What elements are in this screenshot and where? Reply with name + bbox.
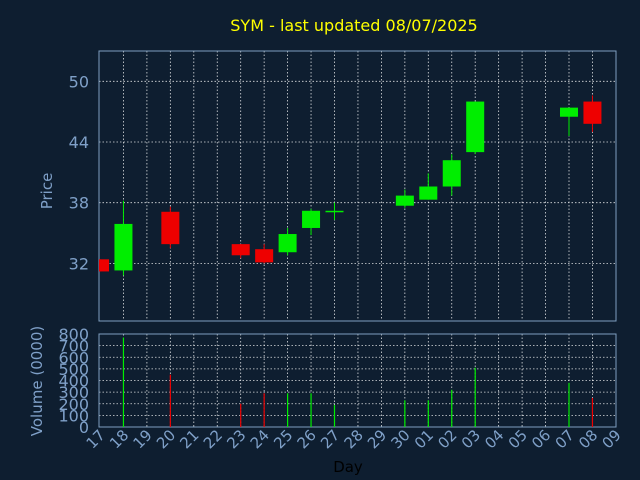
candle-body: [466, 101, 485, 153]
volume-tick-label: 500: [58, 360, 89, 379]
x-tick-label: 18: [106, 426, 132, 452]
volume-tick-label: 200: [58, 395, 89, 414]
x-tick-label: 29: [364, 426, 390, 452]
price-tick-label: 32: [69, 254, 89, 273]
price-tick-label: 44: [69, 133, 89, 152]
volume-tick-label: 600: [58, 348, 89, 367]
candle-body: [302, 210, 321, 228]
x-axis-label: Day: [333, 458, 363, 476]
volume-tick-label: 400: [58, 372, 89, 391]
volume-tick-label: 800: [58, 325, 89, 344]
price-axis-label: Price: [38, 173, 56, 210]
volume-tick-label: 700: [58, 337, 89, 356]
x-tick-label: 06: [528, 426, 554, 452]
candle-body: [560, 107, 578, 117]
price-tick-label: 50: [69, 72, 89, 91]
x-tick-label: 23: [223, 426, 249, 452]
volume-tick-label: 300: [58, 383, 89, 402]
x-tick-label: 30: [387, 426, 413, 452]
x-tick-label: 22: [200, 426, 226, 452]
x-tick-label: 21: [176, 426, 202, 452]
candle-body: [278, 234, 297, 253]
x-tick-label: 24: [247, 426, 273, 452]
volume-tick-label: 0: [79, 418, 89, 437]
chart-title: SYM - last updated 08/07/2025: [230, 16, 477, 35]
x-tick-label: 07: [552, 426, 578, 452]
x-tick-label: 27: [317, 426, 343, 452]
candle-body: [255, 249, 274, 263]
x-tick-label: 20: [153, 426, 179, 452]
x-tick-label: 02: [434, 426, 460, 452]
x-tick-label: 01: [411, 426, 437, 452]
x-tick-label: 04: [481, 426, 507, 452]
volume-axis-label: Volume (0000): [28, 326, 46, 436]
candle-body: [161, 211, 180, 245]
candle-body: [231, 244, 250, 256]
x-tick-label: 26: [294, 426, 320, 452]
x-tick-label: 08: [575, 426, 601, 452]
candle-body: [419, 186, 438, 200]
price-panel-frame: [98, 50, 617, 322]
candle-body: [325, 210, 344, 213]
volume-tick-label: 100: [58, 406, 89, 425]
x-tick-label: 19: [129, 426, 155, 452]
price-tick-label: 38: [69, 194, 89, 213]
x-tick-label: 09: [598, 426, 624, 452]
x-tick-label: 03: [458, 426, 484, 452]
candle-body: [442, 160, 461, 187]
candle-body: [395, 195, 414, 206]
candle-body: [583, 101, 602, 124]
x-tick-label: 28: [341, 426, 367, 452]
volume-panel-frame: [98, 333, 617, 428]
candle-body: [99, 259, 109, 272]
x-tick-label: 05: [505, 426, 531, 452]
x-tick-label: 25: [270, 426, 296, 452]
candle-body: [114, 223, 133, 271]
